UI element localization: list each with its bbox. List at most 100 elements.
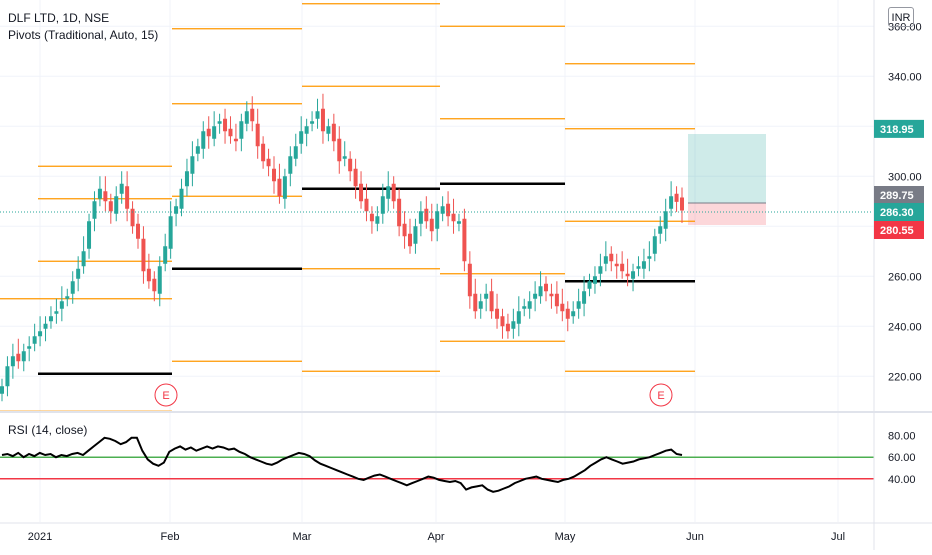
candle-body[interactable] xyxy=(391,183,396,202)
candle-body[interactable] xyxy=(478,301,483,309)
candle-body[interactable] xyxy=(81,251,86,267)
candle-body[interactable] xyxy=(647,256,652,259)
candle-body[interactable] xyxy=(380,196,385,214)
candle-body[interactable] xyxy=(136,223,140,239)
candle-body[interactable] xyxy=(658,226,663,234)
candle-body[interactable] xyxy=(48,316,53,322)
candle-body[interactable] xyxy=(179,188,184,209)
candle-body[interactable] xyxy=(418,211,423,224)
candle-body[interactable] xyxy=(342,156,347,159)
candle-body[interactable] xyxy=(38,331,43,337)
candle-body[interactable] xyxy=(582,291,587,304)
candle-body[interactable] xyxy=(484,293,489,299)
candle-body[interactable] xyxy=(516,311,521,324)
candle-body[interactable] xyxy=(598,266,603,274)
candle-body[interactable] xyxy=(669,196,674,209)
candle-body[interactable] xyxy=(272,168,276,182)
candle-body[interactable] xyxy=(21,351,26,362)
rsi-pane[interactable] xyxy=(0,436,874,493)
candle-body[interactable] xyxy=(533,293,538,299)
candle-body[interactable] xyxy=(467,263,472,297)
candle-body[interactable] xyxy=(97,188,102,199)
candle-body[interactable] xyxy=(571,311,576,317)
earnings-markers[interactable]: E E xyxy=(154,383,673,407)
candle-body[interactable] xyxy=(125,186,130,209)
candle-body[interactable] xyxy=(76,268,81,279)
candles[interactable] xyxy=(0,93,684,402)
candle-body[interactable] xyxy=(337,138,342,162)
price-axis[interactable]: 360.00340.00320.00300.00280.00260.00240.… xyxy=(874,21,924,383)
candle-body[interactable] xyxy=(108,201,113,212)
candle-body[interactable] xyxy=(500,316,505,327)
candle-body[interactable] xyxy=(636,266,641,269)
candle-body[interactable] xyxy=(59,301,64,309)
candle-body[interactable] xyxy=(625,273,630,277)
rsi-indicator-title[interactable]: RSI (14, close) xyxy=(8,423,88,437)
candle-body[interactable] xyxy=(114,196,119,214)
candle-body[interactable] xyxy=(462,218,467,262)
candle-body[interactable] xyxy=(190,156,195,174)
candle-body[interactable] xyxy=(544,283,548,292)
candle-body[interactable] xyxy=(10,356,15,367)
candle-body[interactable] xyxy=(43,323,48,329)
candle-body[interactable] xyxy=(587,281,592,289)
position-tool[interactable] xyxy=(688,134,766,225)
candle-body[interactable] xyxy=(92,201,97,219)
candle-body[interactable] xyxy=(184,171,189,187)
candle-body[interactable] xyxy=(163,246,168,264)
earnings-marker[interactable] xyxy=(154,383,178,407)
candle-body[interactable] xyxy=(255,123,260,147)
rsi-line[interactable] xyxy=(1,436,683,493)
candle-body[interactable] xyxy=(641,261,646,269)
candle-body[interactable] xyxy=(603,256,608,264)
candle-body[interactable] xyxy=(522,306,527,309)
rsi-legend[interactable]: RSI (14, close) xyxy=(8,422,87,439)
candle-body[interactable] xyxy=(0,386,4,394)
candle-body[interactable] xyxy=(631,271,636,279)
candle-body[interactable] xyxy=(174,206,179,214)
candle-body[interactable] xyxy=(348,158,353,172)
pivots-indicator-title[interactable]: Pivots (Traditional, Auto, 15) xyxy=(8,28,159,42)
profit-zone[interactable] xyxy=(688,134,766,203)
candle-body[interactable] xyxy=(146,268,151,282)
candle-body[interactable] xyxy=(293,146,298,159)
candle-body[interactable] xyxy=(266,158,271,167)
candle-body[interactable] xyxy=(435,211,440,229)
earnings-marker[interactable] xyxy=(649,383,673,407)
candle-body[interactable] xyxy=(592,276,597,284)
candle-body[interactable] xyxy=(446,203,451,217)
candle-body[interactable] xyxy=(320,108,325,132)
candle-body[interactable] xyxy=(103,191,108,202)
candle-body[interactable] xyxy=(652,236,657,254)
candle-body[interactable] xyxy=(560,303,565,312)
candle-body[interactable] xyxy=(277,178,282,197)
candle-body[interactable] xyxy=(369,213,374,222)
candle-body[interactable] xyxy=(424,208,429,222)
candle-body[interactable] xyxy=(456,221,461,224)
candle-body[interactable] xyxy=(228,128,233,137)
candle-body[interactable] xyxy=(27,346,32,349)
candle-body[interactable] xyxy=(152,278,157,292)
candle-body[interactable] xyxy=(239,121,244,139)
candle-body[interactable] xyxy=(304,126,309,134)
candle-body[interactable] xyxy=(212,126,217,139)
currency-button[interactable]: INR xyxy=(888,7,914,27)
candle-body[interactable] xyxy=(326,126,331,134)
candle-body[interactable] xyxy=(538,286,543,297)
candle-body[interactable] xyxy=(413,226,418,244)
candle-body[interactable] xyxy=(54,311,59,314)
candle-body[interactable] xyxy=(663,211,668,229)
candle-body[interactable] xyxy=(201,131,206,149)
candle-body[interactable] xyxy=(554,293,559,307)
candle-body[interactable] xyxy=(217,121,222,124)
candle-body[interactable] xyxy=(495,308,500,319)
candle-body[interactable] xyxy=(5,366,10,387)
candle-body[interactable] xyxy=(195,146,200,154)
candle-body[interactable] xyxy=(65,296,70,299)
candle-body[interactable] xyxy=(288,156,293,174)
candle-body[interactable] xyxy=(331,123,336,142)
candle-body[interactable] xyxy=(130,208,135,227)
rsi-axis[interactable]: 80.00 60.00 40.00 xyxy=(888,431,916,486)
